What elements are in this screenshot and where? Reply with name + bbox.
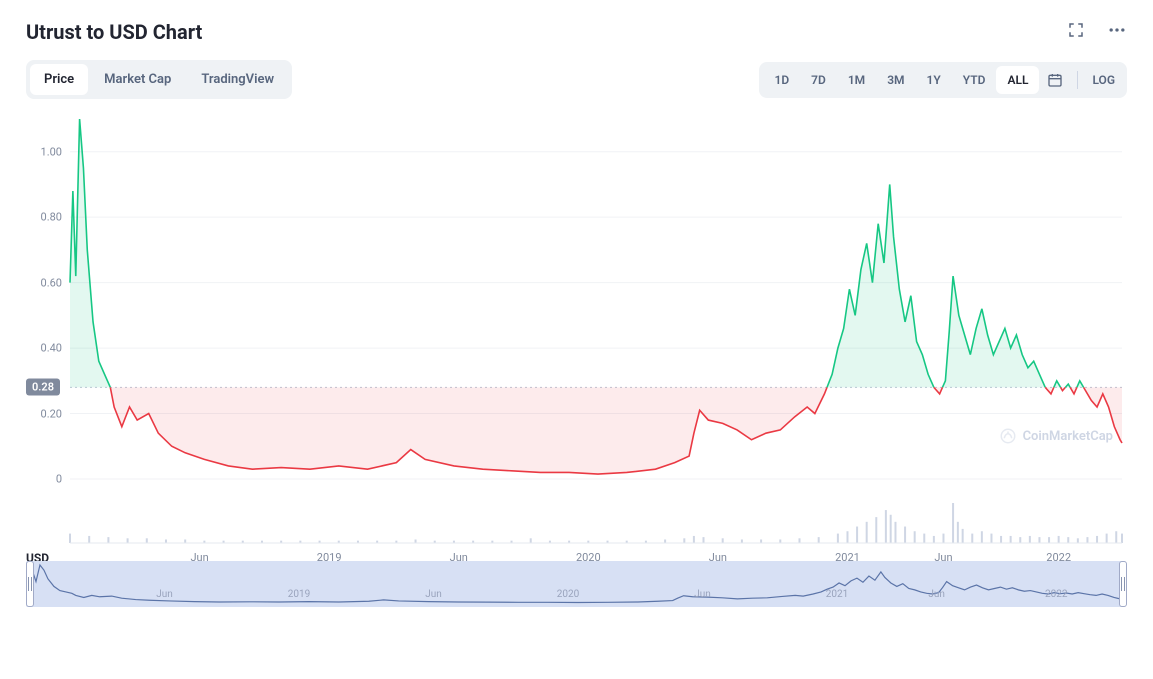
log-toggle[interactable]: LOG [1084,66,1123,94]
y-tick: 0.40 [26,342,62,355]
header-actions [1067,20,1127,44]
y-tick: 1.00 [26,145,62,158]
current-price-marker: 0.28 [26,379,60,396]
calendar-icon[interactable] [1039,66,1071,94]
brush-x-tick: Jun [694,589,711,600]
separator [1077,71,1078,89]
fullscreen-icon[interactable] [1067,21,1085,43]
brush-x-tick: 2020 [557,589,579,600]
range-all[interactable]: ALL [996,66,1039,94]
brush-x-tick: Jun [156,589,173,600]
brush-handle-right[interactable] [1119,561,1127,607]
price-chart[interactable]: 00.200.400.600.801.000.28USD Jun2019Jun2… [26,109,1127,553]
y-tick: 0.60 [26,276,62,289]
brush-x-tick: Jun [928,589,945,600]
tab-price[interactable]: Price [30,64,88,95]
range-ytd[interactable]: YTD [952,66,997,94]
range-1m[interactable]: 1M [837,66,876,94]
tab-marketcap[interactable]: Market Cap [90,64,185,95]
y-tick: 0 [26,473,62,486]
range-group: 1D7D1M3M1YYTDALL LOG [759,62,1127,98]
range-3m[interactable]: 3M [876,66,915,94]
brush-handle-left[interactable] [26,561,34,607]
brush-timeline[interactable]: Jun 2019 Jun 2020 Jun 2021 Jun 2022 [26,561,1127,611]
page-title: Utrust to USD Chart [26,20,202,44]
brush-x-tick: 2022 [1045,589,1067,600]
brush-x-tick: Jun [425,589,442,600]
brush-x-tick: 2021 [826,589,848,600]
brush-x-tick: 2019 [288,589,310,600]
range-7d[interactable]: 7D [800,66,837,94]
tab-tradingview[interactable]: TradingView [187,64,288,95]
y-tick: 0.80 [26,211,62,224]
range-1y[interactable]: 1Y [916,66,952,94]
more-icon[interactable] [1107,20,1127,44]
range-1d[interactable]: 1D [763,66,800,94]
y-tick: 0.20 [26,407,62,420]
view-tabs: Price Market Cap TradingView [26,60,292,99]
